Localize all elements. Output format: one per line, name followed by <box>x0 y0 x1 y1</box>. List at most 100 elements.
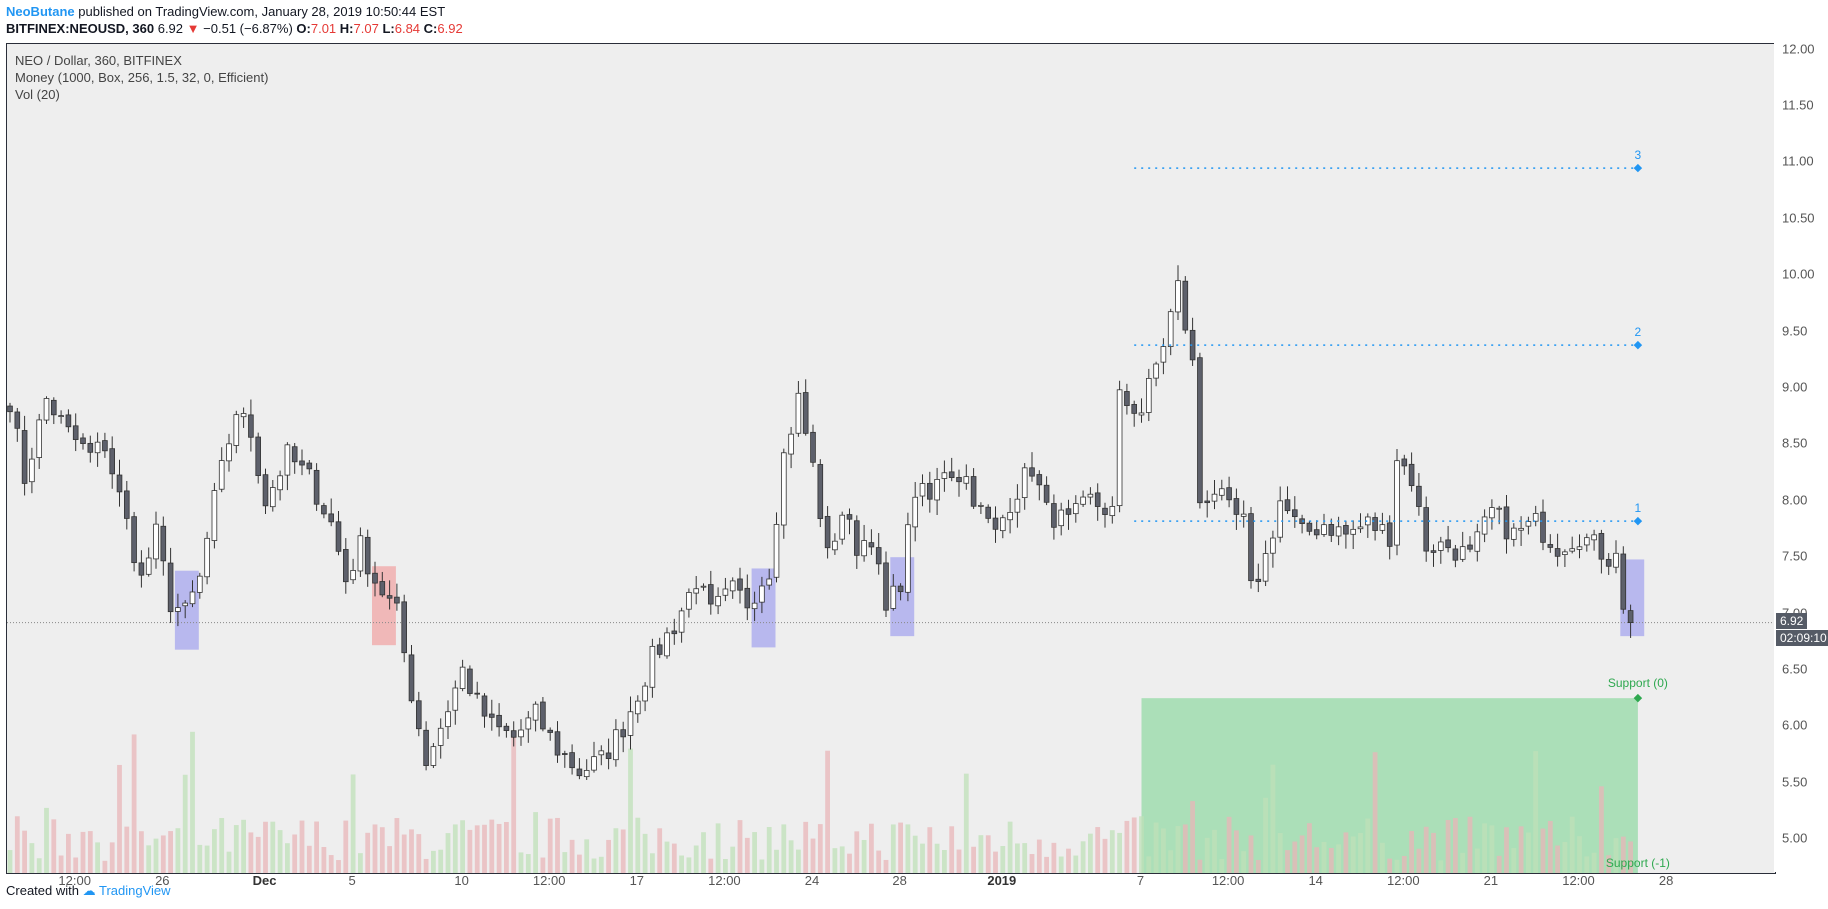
tradingview-link[interactable]: TradingView <box>99 883 171 898</box>
symbol-name: BITFINEX:NEOUSD, 360 <box>6 21 155 36</box>
volume-bar <box>1248 835 1254 873</box>
candle-body <box>1591 534 1597 541</box>
candle-body <box>452 687 459 711</box>
candle-body <box>948 471 955 478</box>
candle-body <box>1270 537 1276 554</box>
volume-bar <box>1511 848 1517 873</box>
candle-body <box>1014 498 1021 513</box>
candle-body <box>1255 578 1262 582</box>
candle-body <box>415 700 422 730</box>
candle-body <box>1430 550 1437 553</box>
volume-bar <box>555 817 560 873</box>
volume-bar <box>1599 786 1604 873</box>
candle-body <box>1292 509 1298 518</box>
volume-bar <box>832 848 838 873</box>
volume-bar <box>182 774 188 873</box>
price-tick-label: 5.50 <box>1782 774 1808 790</box>
candle-body <box>941 472 948 479</box>
author-link[interactable]: NeoButane <box>6 4 75 19</box>
support-bottom-label: Support (-1) <box>1606 856 1670 870</box>
volume-bar <box>226 851 232 873</box>
volume-bar <box>80 831 86 873</box>
candle-body <box>1299 518 1305 524</box>
candle-body <box>934 479 940 501</box>
candle-body <box>1277 500 1284 538</box>
candle-body <box>686 592 692 610</box>
price-plot[interactable]: 3 2 1 Support (0) Support (-1) <box>7 44 1775 873</box>
volume-bar <box>438 849 444 873</box>
volume-bar <box>153 838 159 873</box>
price-tick-label: 11.50 <box>1782 97 1814 113</box>
volume-bar <box>533 812 538 873</box>
volume-bar <box>1263 797 1268 873</box>
price-tick-label: 9.00 <box>1782 379 1808 395</box>
volume-bar <box>1095 827 1101 873</box>
volume-bar <box>1102 838 1108 873</box>
candle-body <box>817 464 824 519</box>
candle-body <box>1562 551 1568 555</box>
candle-body <box>970 476 977 507</box>
candle-body <box>824 515 831 549</box>
volume-bar <box>1204 837 1210 873</box>
candle-body <box>773 524 780 578</box>
time-axis[interactable]: 12:00 26 Dec 5 10 12:00 17 12:00 24 28 2019 7 12:00 1… <box>6 873 1774 889</box>
time-tick-label: 24 <box>804 873 820 888</box>
candle-body <box>1584 537 1590 546</box>
volume-bar <box>248 832 254 873</box>
volume-bar <box>869 823 874 873</box>
volume-bar <box>1088 833 1093 873</box>
volume-bar <box>876 850 882 873</box>
volume-bar <box>1109 830 1115 873</box>
candle-body <box>1518 527 1524 531</box>
volume-bar <box>306 845 312 873</box>
candle-body <box>678 610 685 633</box>
time-tick-label: 12:00 <box>1562 873 1595 888</box>
low-value: 6.84 <box>394 21 421 36</box>
candle-body <box>1445 539 1451 549</box>
volume-bar <box>993 851 998 873</box>
candle-body <box>1058 509 1065 527</box>
candle-body <box>532 703 539 721</box>
time-tick-label: 10 <box>454 873 469 888</box>
volume-bar <box>1482 823 1487 873</box>
candle-body <box>43 398 50 421</box>
price-axis[interactable]: 5.005.506.006.507.007.508.008.509.009.50… <box>1774 41 1828 872</box>
volume-bar <box>912 835 918 873</box>
candle-body <box>1496 507 1503 510</box>
volume-bar <box>416 834 422 873</box>
candle-body <box>1080 496 1086 505</box>
candle-body <box>562 753 568 755</box>
volume-bar <box>401 834 407 873</box>
volume-bar <box>460 820 465 873</box>
candle-body <box>1051 503 1057 528</box>
candle-body <box>956 477 962 483</box>
target-marker-icon <box>1633 516 1643 526</box>
candle-body <box>766 578 772 586</box>
volume-bar <box>1409 831 1414 873</box>
volume-bar <box>1044 856 1049 873</box>
chart-pane[interactable]: 3 2 1 Support (0) Support (-1) NEO / Dollar,… <box>6 43 1776 874</box>
candle-body <box>576 768 583 777</box>
candle-body <box>613 729 619 761</box>
candle-body <box>218 460 225 490</box>
candle-body <box>788 433 794 455</box>
time-tick-label: 17 <box>629 873 645 888</box>
candle-body <box>102 440 108 452</box>
candle-body <box>642 685 648 702</box>
candle-body <box>1029 467 1035 477</box>
candle-body <box>328 513 334 523</box>
volume-bar <box>95 842 100 873</box>
candle-body <box>861 540 867 557</box>
volume-bar <box>474 825 480 873</box>
candle-body <box>481 695 488 717</box>
candle-body <box>72 425 79 440</box>
candle-body <box>233 414 240 446</box>
candle-body <box>963 476 970 484</box>
candle-body <box>1343 525 1349 535</box>
volume-bar <box>1431 832 1436 873</box>
volume-bar <box>963 773 969 873</box>
candle-body <box>445 711 451 728</box>
candle-body <box>364 536 371 575</box>
volume-bar <box>905 824 911 873</box>
candle-body <box>569 752 575 769</box>
